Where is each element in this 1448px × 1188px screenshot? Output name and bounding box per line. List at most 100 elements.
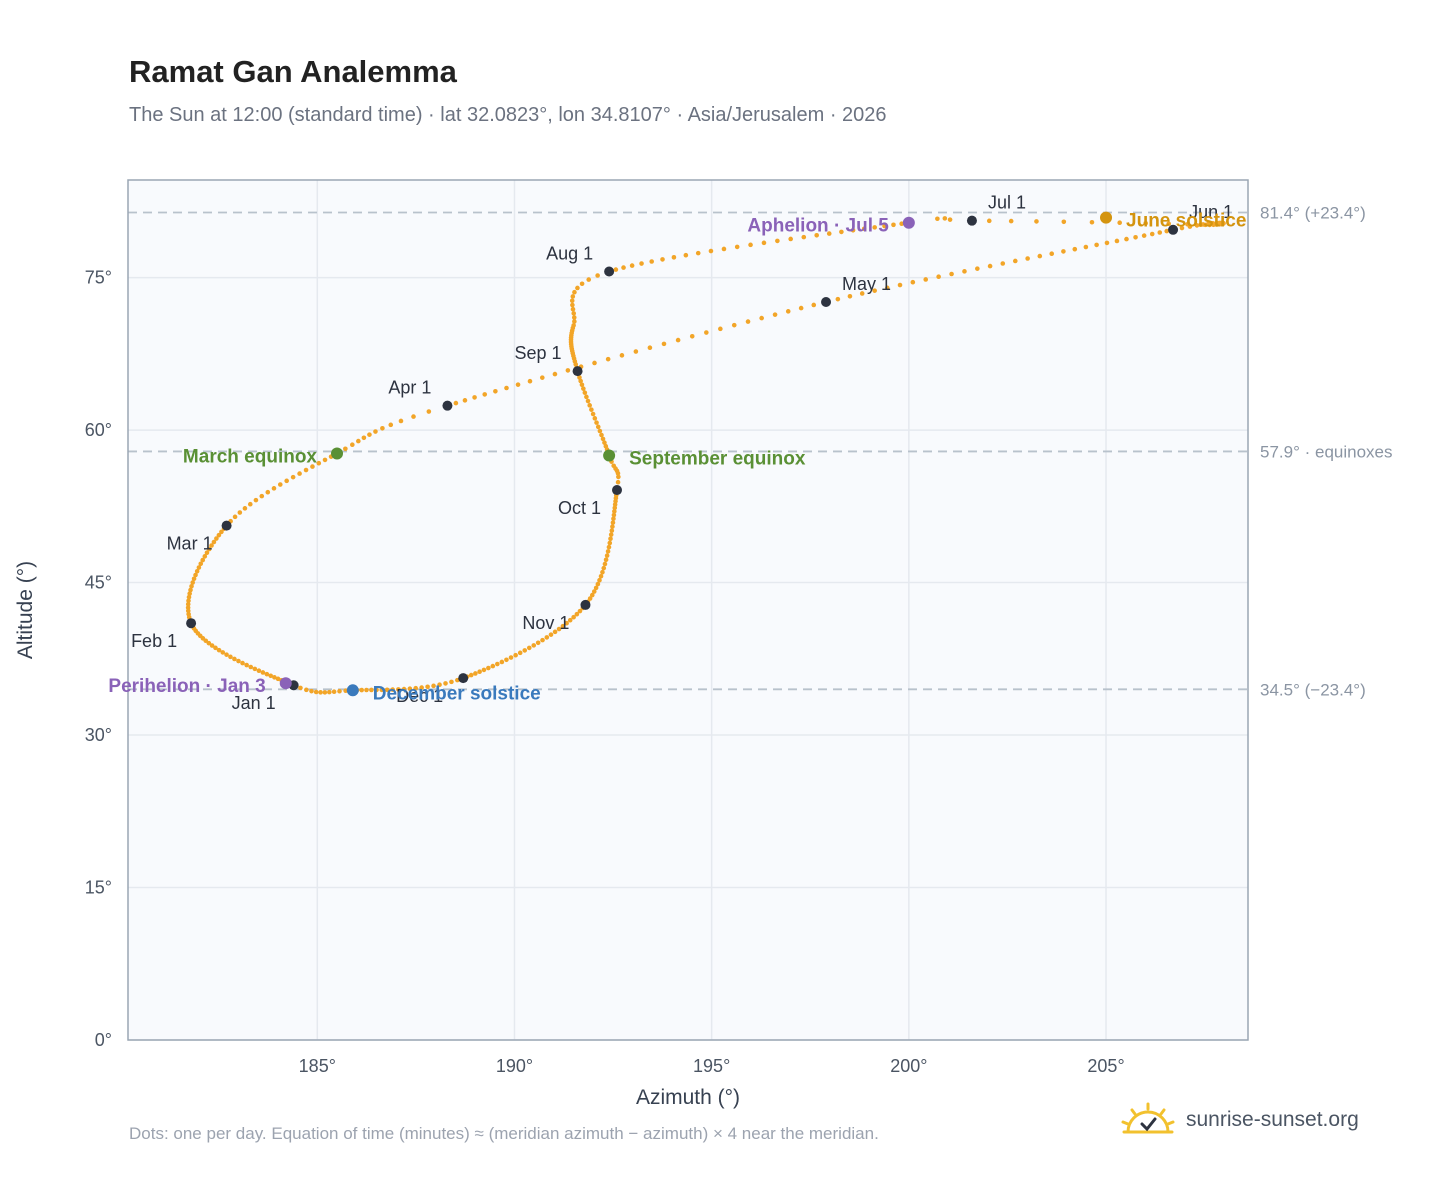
- special-label: Perihelion · Jan 3: [108, 676, 265, 697]
- daily-dot: [661, 341, 667, 347]
- daily-dot: [232, 514, 238, 520]
- special-marker: [902, 216, 915, 229]
- daily-dot: [194, 568, 200, 574]
- month-label: Nov 1: [522, 613, 569, 633]
- month-label: Dec 1: [396, 686, 443, 706]
- daily-dot: [343, 688, 348, 694]
- daily-dot: [185, 601, 191, 607]
- special-marker: [279, 677, 292, 690]
- daily-dot: [515, 382, 521, 387]
- daily-dot: [316, 460, 322, 466]
- daily-dot: [579, 382, 585, 388]
- daily-dot: [322, 690, 328, 695]
- daily-dot: [413, 685, 419, 691]
- brand[interactable]: sunrise-sunset.org: [1120, 1102, 1359, 1138]
- daily-dot: [219, 529, 224, 535]
- daily-dot: [304, 687, 309, 693]
- month-marker: [458, 673, 469, 684]
- daily-dot: [801, 234, 807, 240]
- daily-dot: [731, 322, 737, 328]
- daily-dot: [198, 561, 204, 567]
- daily-dot: [649, 259, 654, 264]
- daily-dot: [495, 661, 500, 667]
- daily-dot: [220, 650, 226, 655]
- daily-dot: [256, 668, 262, 673]
- daily-dot: [193, 572, 198, 578]
- x-tick-label: 205°: [1087, 1056, 1124, 1076]
- daily-dot: [608, 536, 613, 542]
- daily-dot: [224, 652, 229, 657]
- daily-dot: [574, 611, 580, 617]
- daily-dot: [602, 440, 607, 445]
- daily-dot: [1166, 221, 1171, 227]
- sun-check-icon: [1121, 1102, 1175, 1134]
- daily-dot: [847, 294, 853, 299]
- daily-dot: [610, 524, 615, 529]
- daily-dot: [601, 565, 607, 571]
- month-label: Sep 1: [515, 343, 562, 363]
- daily-dot: [602, 561, 608, 567]
- daily-dot: [1207, 222, 1213, 228]
- daily-dot: [605, 549, 611, 554]
- daily-dot: [1211, 222, 1216, 228]
- daily-dot: [185, 608, 191, 614]
- daily-dot: [508, 655, 514, 660]
- y-axis-label: Altitude (°): [14, 561, 37, 659]
- daily-dot: [775, 238, 780, 244]
- daily-dot: [548, 632, 554, 637]
- month-marker: [821, 296, 832, 307]
- daily-dot: [633, 349, 639, 354]
- daily-dot: [271, 486, 277, 491]
- daily-dot: [721, 246, 727, 252]
- daily-dot: [1149, 231, 1155, 237]
- daily-dot: [490, 663, 496, 669]
- daily-dot: [556, 626, 562, 632]
- month-marker: [1168, 224, 1179, 235]
- daily-dot: [595, 424, 601, 430]
- daily-dot: [373, 429, 378, 434]
- daily-dot: [236, 658, 241, 664]
- daily-dot: [571, 311, 577, 316]
- daily-dot: [504, 657, 509, 663]
- daily-dot: [216, 647, 222, 653]
- daily-dot: [882, 223, 887, 229]
- daily-dot: [689, 333, 695, 339]
- daily-dot: [202, 554, 208, 559]
- daily-dot: [356, 438, 361, 444]
- daily-dot: [1061, 249, 1066, 254]
- daily-dot: [891, 222, 896, 228]
- daily-dot: [253, 497, 259, 503]
- x-tick-label: 195°: [693, 1056, 730, 1076]
- daily-dot: [322, 457, 328, 463]
- month-label: Mar 1: [167, 534, 213, 554]
- daily-dot: [949, 271, 954, 277]
- daily-dot: [936, 274, 941, 280]
- daily-dot: [1089, 219, 1095, 225]
- daily-dot: [426, 409, 432, 414]
- x-tick-label: 185°: [299, 1056, 336, 1076]
- daily-dot: [1000, 261, 1006, 266]
- month-label: May 1: [842, 274, 891, 294]
- plot-background: [128, 180, 1248, 1040]
- special-label: June solstice: [1126, 211, 1246, 232]
- daily-dot: [935, 216, 940, 222]
- daily-dot: [517, 650, 523, 656]
- daily-dot: [369, 687, 374, 693]
- daily-dot: [835, 296, 841, 302]
- daily-dot: [639, 261, 644, 266]
- special-label: Aphelion · Jul 5: [747, 216, 889, 237]
- reference-line-label: 57.9° · equinoxes: [1260, 442, 1393, 461]
- daily-dot: [1198, 222, 1203, 228]
- month-marker: [221, 520, 232, 531]
- daily-dot: [499, 659, 505, 665]
- daily-dot: [407, 686, 413, 692]
- y-tick-label: 75°: [85, 268, 112, 288]
- daily-dot: [531, 643, 537, 648]
- daily-dot: [374, 687, 379, 693]
- daily-dot: [599, 432, 604, 438]
- daily-dot: [582, 390, 588, 395]
- daily-dot: [986, 218, 992, 224]
- daily-dot: [190, 580, 196, 585]
- y-tick-label: 30°: [85, 725, 112, 745]
